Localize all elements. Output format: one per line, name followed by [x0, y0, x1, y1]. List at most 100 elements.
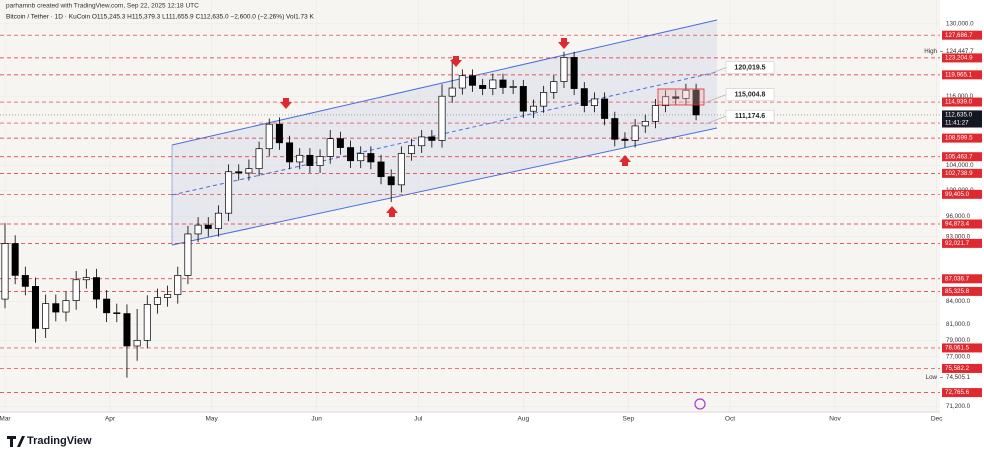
candle-body	[672, 96, 680, 99]
candle-body	[164, 294, 172, 298]
symbol-info: Bitcoin / Tether · 1D · KuCoin O115,245.…	[6, 14, 315, 21]
level-label-box	[942, 30, 982, 40]
candle-body	[641, 121, 649, 127]
candle-body	[601, 98, 609, 119]
marker-label: 74,505.1	[946, 374, 971, 381]
current-price-label: 112,635.0	[945, 112, 973, 119]
level-label: 105,463.7	[945, 153, 973, 160]
channel-lower	[171, 127, 718, 246]
candle-body	[418, 136, 426, 147]
arrows	[280, 38, 631, 217]
candle-body	[21, 275, 29, 287]
candle-body	[225, 171, 233, 214]
candle-body	[336, 138, 344, 148]
candle-body	[468, 75, 477, 86]
candle-body	[448, 87, 456, 97]
candle-body	[621, 138, 629, 141]
x-tick-label: Apr	[105, 416, 116, 423]
level-label: 108,599.5	[945, 135, 973, 142]
candle-body	[458, 75, 466, 89]
x-tick-label: Jul	[414, 416, 423, 423]
level-label: 102,738.9	[945, 170, 973, 177]
candle-body	[42, 303, 50, 329]
level-label: 75,582.2	[945, 365, 970, 372]
candle-body	[357, 153, 365, 162]
candle-body	[194, 224, 202, 235]
candle-body	[113, 312, 121, 314]
annotations: 120,019.5 115,004.8 111,174.6	[704, 61, 775, 125]
leader-line	[704, 94, 727, 103]
candle-body	[387, 176, 395, 186]
candle-body	[540, 92, 548, 107]
x-tick-label: May	[206, 416, 219, 423]
candle-body	[184, 233, 192, 276]
candle-body	[82, 277, 90, 281]
price-label: 115,004.8	[735, 92, 766, 99]
candle-body	[316, 156, 324, 166]
level-label: 99,405.0	[945, 191, 970, 198]
grid	[0, 0, 940, 412]
price-label: 120,019.5	[734, 64, 765, 71]
candle-body	[204, 224, 212, 229]
x-tick-label: Oct	[725, 416, 735, 423]
y-tick-label: 77,000.0	[946, 353, 971, 360]
level-label-box	[942, 286, 982, 296]
candle-body	[662, 96, 670, 106]
candle-body	[265, 123, 273, 150]
level-label-box	[942, 70, 982, 80]
level-label: 114,939.0	[945, 99, 973, 106]
channel-upper	[171, 19, 718, 146]
levels	[0, 34, 940, 393]
candle-body	[347, 147, 355, 162]
candle-body	[519, 86, 527, 112]
candle-body	[31, 286, 39, 329]
y-tick-label: 79,000.0	[946, 337, 971, 344]
candles	[1, 51, 700, 378]
credit: parhamnb created with TradingView.com, S…	[6, 3, 199, 10]
level-label: 127,686.7	[945, 32, 973, 39]
price-axis	[940, 0, 984, 412]
marker-text: Low	[926, 374, 938, 381]
candle-body	[590, 98, 598, 106]
candle-body	[377, 161, 385, 178]
y-tick-label: 116,000.0	[946, 93, 974, 100]
candle-body	[133, 339, 141, 347]
marker-text: High	[924, 48, 937, 55]
candle-body	[11, 243, 19, 276]
arrow-down	[558, 38, 570, 49]
x-tick-label: Nov	[829, 416, 841, 423]
level-label-box	[942, 97, 982, 107]
level-label: 92,021.7	[945, 240, 970, 247]
level-label: 85,325.8	[945, 288, 970, 295]
x-tick-label: Mar	[0, 416, 11, 423]
candle-body	[62, 300, 70, 313]
candle-body	[296, 154, 304, 163]
candle-body	[306, 154, 314, 166]
x-tick-label: Aug	[518, 416, 530, 423]
level-label: 94,873.4	[945, 221, 970, 228]
candle-body	[153, 297, 161, 305]
candle-body	[174, 275, 182, 295]
candle-body	[550, 81, 558, 93]
y-tick-label: 96,000.0	[946, 213, 971, 220]
x-tick-label: Sep	[623, 416, 635, 423]
level-label-box	[942, 53, 982, 63]
level-label-box	[942, 343, 982, 353]
candle-body	[275, 123, 283, 144]
brand-logo: TradingView	[7, 435, 92, 447]
candle-body	[529, 105, 537, 112]
candle-body	[397, 153, 405, 186]
candle-body	[479, 84, 487, 89]
price-label-box	[725, 61, 775, 74]
y-tick-label: 81,000.0	[946, 321, 971, 328]
candle-body	[245, 168, 253, 174]
candle-body	[72, 279, 80, 301]
y-tick-label: 84,000.0	[946, 298, 971, 305]
y-tick-label: 71,200.0	[946, 403, 971, 410]
candle-body	[235, 171, 243, 174]
candle-body	[143, 304, 151, 341]
plot-area	[0, 0, 940, 412]
brand-name: TradingView	[27, 435, 92, 447]
candle-body	[438, 95, 446, 141]
